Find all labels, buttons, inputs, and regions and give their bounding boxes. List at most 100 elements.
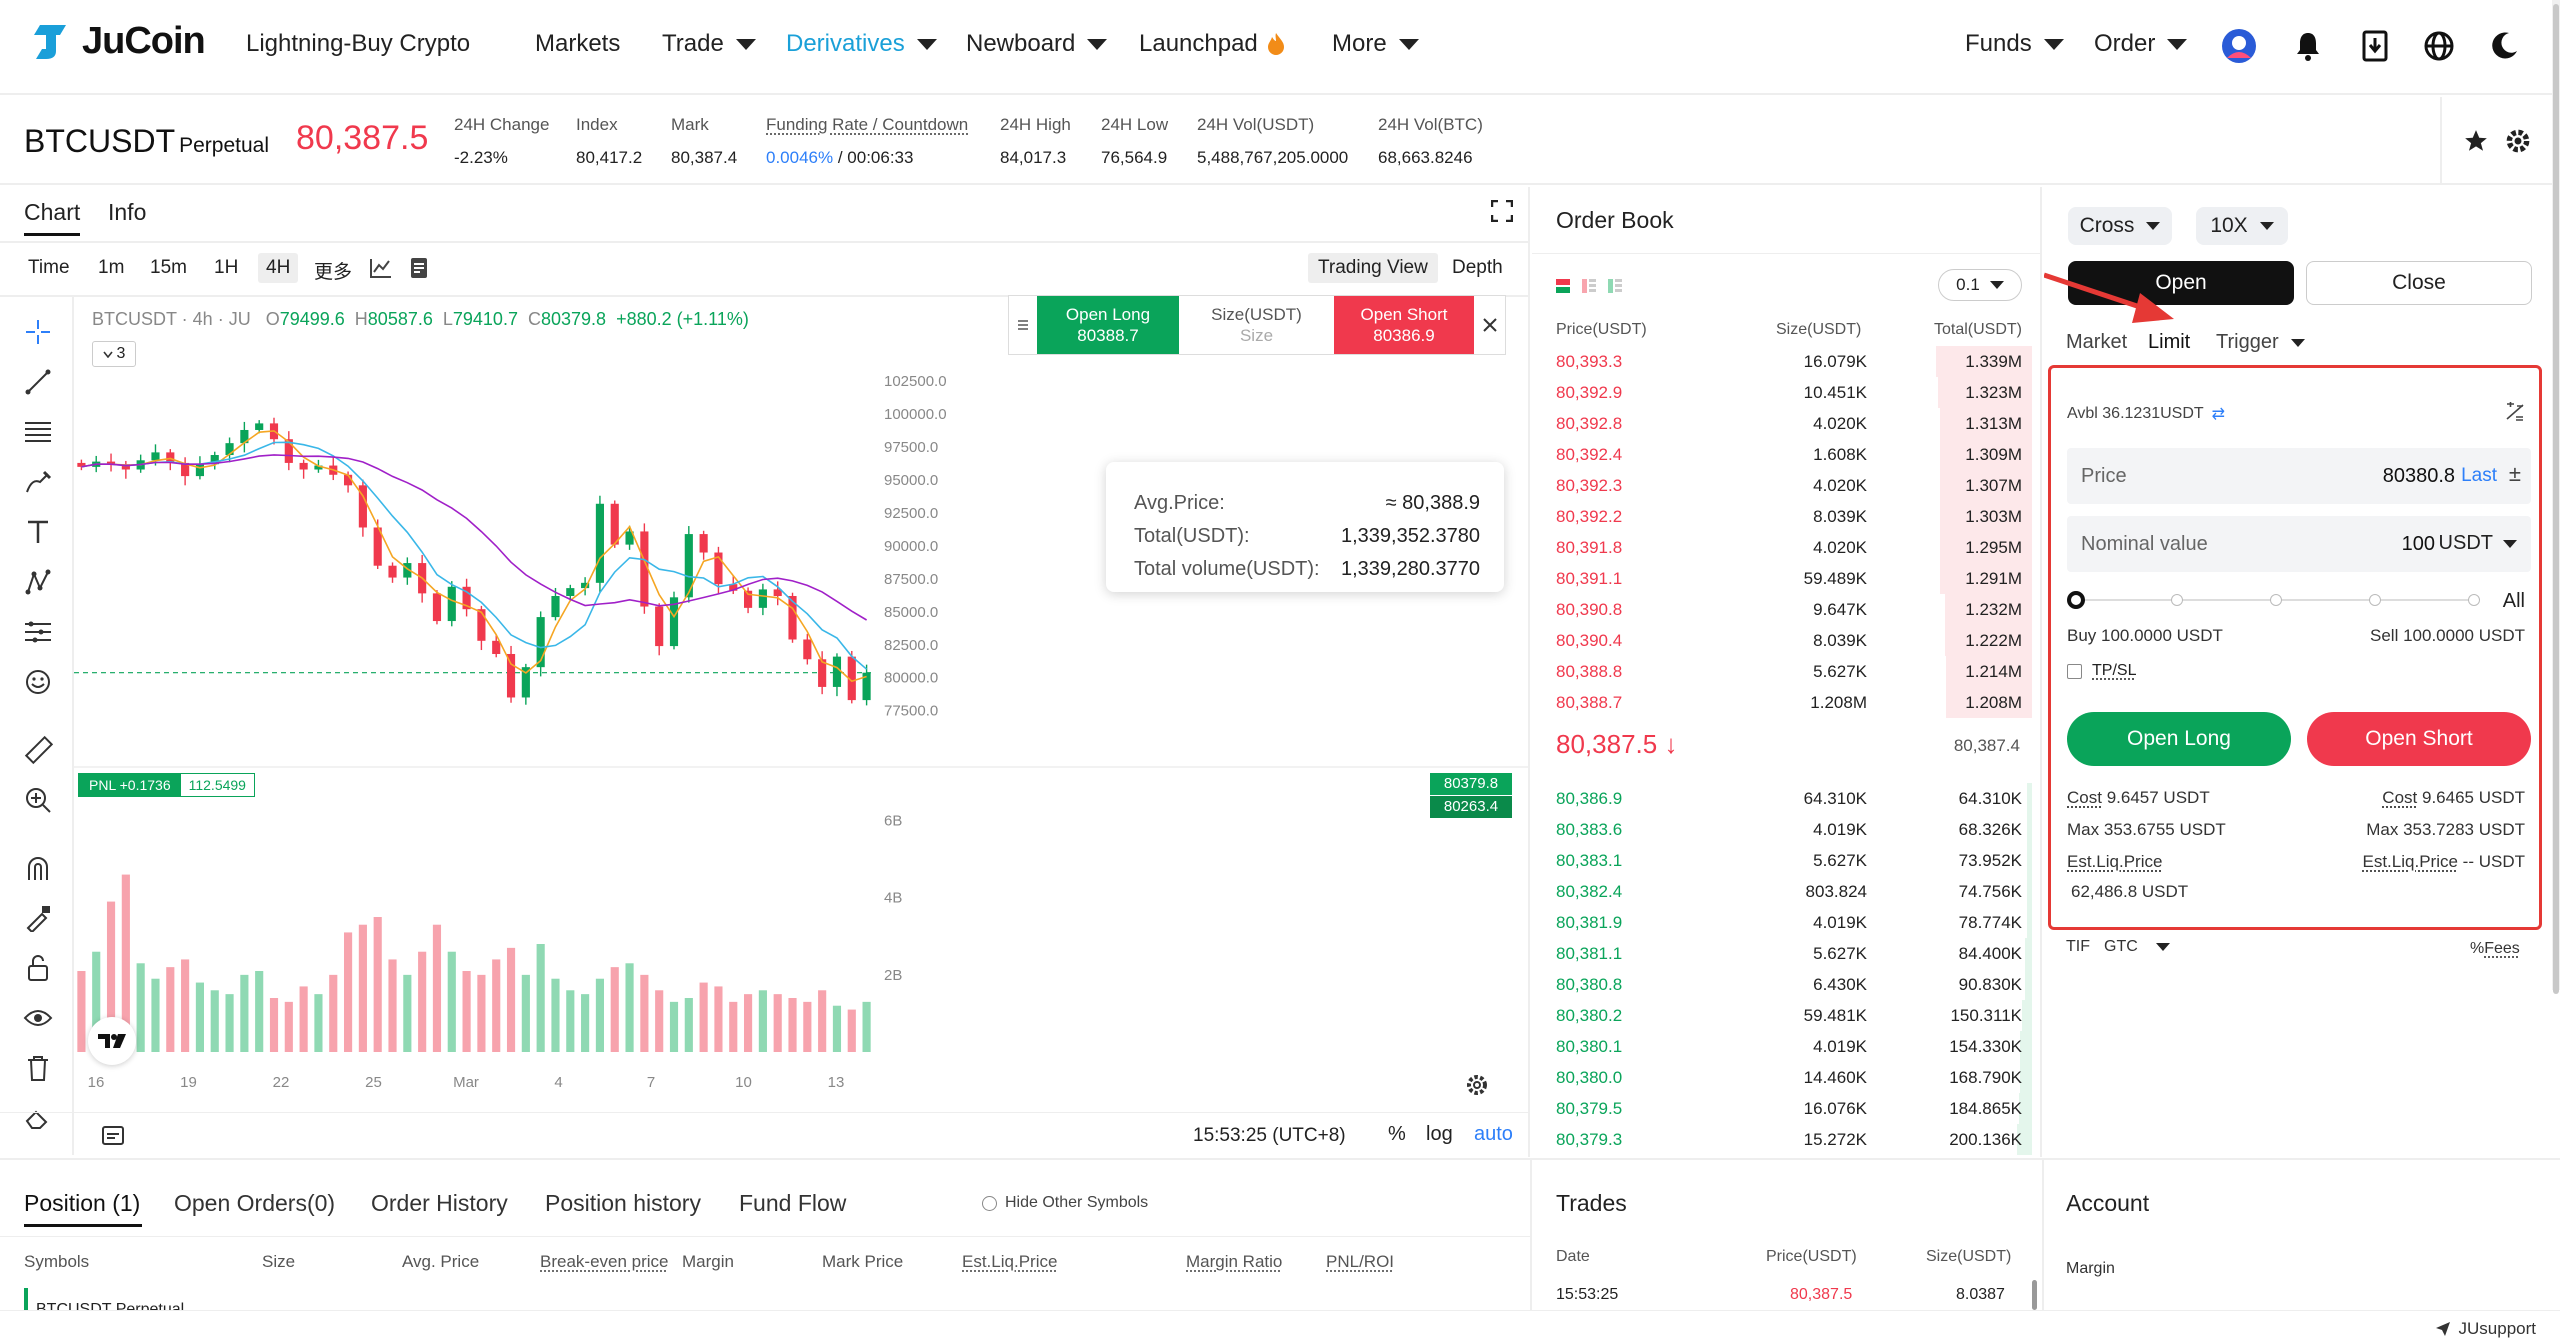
unit-select[interactable]: USDT xyxy=(2439,532,2517,555)
fullscreen-icon[interactable] xyxy=(1484,193,1520,229)
price-input[interactable]: Price 80380.8 Last ± xyxy=(2067,448,2531,504)
nav-order[interactable]: Order xyxy=(2094,30,2188,58)
fees-link[interactable]: %Fees xyxy=(2470,940,2520,958)
mid-price[interactable]: 80,387.5 ↓ xyxy=(1556,729,1677,760)
calculator-icon[interactable] xyxy=(2505,402,2525,427)
order-type-market[interactable]: Market xyxy=(2066,331,2128,353)
stat-funding[interactable]: Funding Rate / Countdown 0.0046% / 00:06:… xyxy=(766,115,968,168)
price-adjust-icon[interactable]: ± xyxy=(2508,461,2521,486)
tab-fund-flow[interactable]: Fund Flow xyxy=(739,1190,847,1216)
gear-icon[interactable] xyxy=(2500,123,2536,159)
chart-settings-icon[interactable] xyxy=(1462,1070,1492,1100)
emoji-icon[interactable] xyxy=(18,657,58,707)
avatar-icon[interactable] xyxy=(2221,28,2257,64)
percent-toggle[interactable]: % xyxy=(1388,1123,1406,1145)
position-pnl-tag[interactable]: PNL +0.1736 112.5499 xyxy=(78,773,255,797)
tradingview-logo-icon[interactable] xyxy=(88,1017,136,1065)
ask-row[interactable]: 80,388.7 1.208M 1.208M xyxy=(1532,687,2042,718)
bid-row[interactable]: 80,380.1 4.019K 154.330K xyxy=(1532,1031,2042,1062)
quick-open-long-button[interactable]: Open Long 80388.7 xyxy=(1037,296,1179,354)
bid-row[interactable]: 80,383.1 5.627K 73.952K xyxy=(1532,845,2042,876)
ask-row[interactable]: 80,392.3 4.020K 1.307M xyxy=(1532,470,2042,501)
bid-row[interactable]: 80,379.5 16.076K 184.865K xyxy=(1532,1093,2042,1124)
hide-other-symbols-toggle[interactable]: Hide Other Symbols xyxy=(982,1194,1148,1212)
tab-position-history[interactable]: Position history xyxy=(545,1190,701,1216)
unlock-icon[interactable] xyxy=(18,943,58,993)
bid-row[interactable]: 80,382.4 803.824 74.756K xyxy=(1532,876,2042,907)
brush-icon[interactable] xyxy=(18,457,58,507)
star-icon[interactable] xyxy=(2458,123,2494,159)
indicator-icon[interactable] xyxy=(366,253,396,283)
order-type-trigger[interactable]: Trigger xyxy=(2216,331,2305,354)
bid-row[interactable]: 80,380.0 14.460K 168.790K xyxy=(1532,1062,2042,1093)
close-tab-button[interactable]: Close xyxy=(2306,261,2532,305)
tf-more[interactable]: 更多 xyxy=(314,262,353,283)
last-price-link[interactable]: Last xyxy=(2461,465,2497,486)
ask-row[interactable]: 80,391.1 59.489K 1.291M xyxy=(1532,563,2042,594)
support-link[interactable]: JUsupport xyxy=(2435,1319,2536,1339)
tab-chart[interactable]: Chart xyxy=(24,199,81,236)
nav-funds[interactable]: Funds xyxy=(1965,30,2064,58)
bid-row[interactable]: 80,381.1 5.627K 84.400K xyxy=(1532,938,2042,969)
nav-more[interactable]: More xyxy=(1332,30,1419,58)
view-depth[interactable]: Depth xyxy=(1452,257,1503,278)
pattern-icon[interactable] xyxy=(18,557,58,607)
transfer-icon[interactable]: ⇄ xyxy=(2211,406,2226,423)
ask-row[interactable]: 80,388.8 5.627K 1.214M xyxy=(1532,656,2042,687)
eye-icon[interactable] xyxy=(18,993,58,1043)
ask-row[interactable]: 80,390.4 8.039K 1.222M xyxy=(1532,625,2042,656)
date-range-icon[interactable] xyxy=(98,1120,128,1150)
slider-thumb[interactable] xyxy=(2067,591,2085,609)
nav-derivatives[interactable]: Derivatives xyxy=(786,30,937,58)
ask-row[interactable]: 80,390.8 9.647K 1.232M xyxy=(1532,594,2042,625)
bid-row[interactable]: 80,383.6 4.019K 68.326K xyxy=(1532,814,2042,845)
download-icon[interactable] xyxy=(2357,28,2393,64)
trendline-icon[interactable] xyxy=(18,357,58,407)
globe-icon[interactable] xyxy=(2421,28,2457,64)
brand-logo[interactable]: JuCoin xyxy=(32,20,206,63)
ask-row[interactable]: 80,392.9 10.451K 1.323M xyxy=(1532,377,2042,408)
amount-slider[interactable] xyxy=(2067,588,2487,612)
nav-lightning-buy[interactable]: Lightning-Buy Crypto xyxy=(246,30,470,58)
ask-row[interactable]: 80,391.8 4.020K 1.295M xyxy=(1532,532,2042,563)
slider-step[interactable] xyxy=(2270,594,2282,606)
nav-launchpad[interactable]: Launchpad xyxy=(1139,30,1286,58)
crosshair-icon[interactable] xyxy=(18,307,58,357)
symbol-selector[interactable]: BTCUSDT Perpetual xyxy=(24,123,269,160)
tf-1h[interactable]: 1H xyxy=(214,257,239,278)
bid-row[interactable]: 80,386.9 64.310K 64.310K xyxy=(1532,783,2042,814)
tab-info[interactable]: Info xyxy=(108,199,147,225)
nav-trade[interactable]: Trade xyxy=(662,30,756,58)
tpsl-checkbox[interactable]: TP/SL xyxy=(2067,662,2136,680)
asks-only-icon[interactable] xyxy=(1582,279,1596,293)
quick-open-short-button[interactable]: Open Short 80386.9 xyxy=(1334,296,1474,354)
open-short-button[interactable]: Open Short xyxy=(2307,712,2531,766)
bid-row[interactable]: 80,380.2 59.481K 150.311K xyxy=(1532,1000,2042,1031)
bid-row[interactable]: 80,380.8 6.430K 90.830K xyxy=(1532,969,2042,1000)
ask-row[interactable]: 80,392.2 8.039K 1.303M xyxy=(1532,501,2042,532)
margin-mode-select[interactable]: Cross xyxy=(2068,207,2172,245)
text-tool-icon[interactable] xyxy=(18,507,58,557)
both-sides-icon[interactable] xyxy=(1556,279,1570,293)
lock-drawing-icon[interactable] xyxy=(18,893,58,943)
nominal-value-input[interactable]: Nominal value 100 USDT xyxy=(2067,516,2531,572)
position-row-symbol[interactable]: BTCUSDT Perpetual xyxy=(36,1301,185,1310)
ask-row[interactable]: 80,393.3 16.079K 1.339M xyxy=(1532,346,2042,377)
ask-row[interactable]: 80,392.8 4.020K 1.313M xyxy=(1532,408,2042,439)
ruler-icon[interactable] xyxy=(18,725,58,775)
nav-newboard[interactable]: Newboard xyxy=(966,30,1108,58)
tab-position[interactable]: Position (1) xyxy=(24,1190,141,1216)
eraser-icon[interactable] xyxy=(18,1093,58,1143)
order-type-limit[interactable]: Limit xyxy=(2148,331,2191,353)
leverage-select[interactable]: 10X xyxy=(2196,207,2288,245)
tf-4h[interactable]: 4H xyxy=(258,253,299,283)
tab-open-orders[interactable]: Open Orders(0) xyxy=(174,1190,336,1216)
open-long-button[interactable]: Open Long xyxy=(2067,712,2291,766)
moon-icon[interactable] xyxy=(2486,28,2522,64)
scrollbar[interactable] xyxy=(2552,0,2560,994)
log-toggle[interactable]: log xyxy=(1426,1123,1453,1145)
tf-time[interactable]: Time xyxy=(28,257,70,278)
nav-markets[interactable]: Markets xyxy=(535,30,620,58)
slider-step[interactable] xyxy=(2171,594,2183,606)
precision-select[interactable]: 0.1 xyxy=(1938,269,2022,301)
